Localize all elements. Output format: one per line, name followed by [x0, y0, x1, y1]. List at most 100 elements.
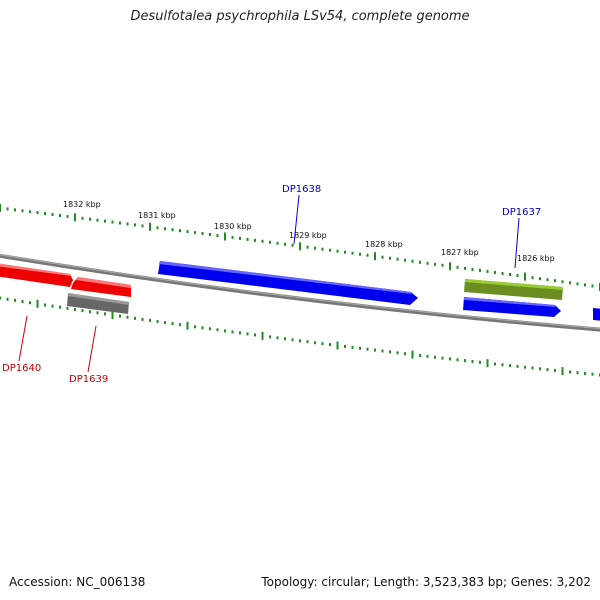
tick-mark	[411, 259, 414, 263]
accession-text: Accession: NC_006138	[9, 575, 146, 589]
tick-mark	[546, 278, 549, 282]
tick-mark	[171, 228, 174, 232]
tick-mark	[591, 372, 594, 376]
tick-mark	[494, 362, 496, 366]
tick-mark	[396, 257, 399, 261]
tick-mark	[396, 351, 399, 355]
tick-mark	[321, 247, 324, 251]
tick-mark	[464, 359, 466, 363]
tick-mark	[389, 350, 391, 354]
tick-mark	[366, 253, 369, 257]
tick-mark	[134, 316, 136, 320]
gene-DP1640[interactable]	[0, 263, 73, 287]
tick-mark	[569, 370, 571, 374]
tick-mark	[111, 311, 114, 319]
tick-mark	[344, 250, 346, 254]
tick-label-1828: 1828 kbp	[365, 240, 403, 249]
tick-mark	[141, 317, 144, 321]
tick-mark	[291, 338, 294, 342]
gene-label-DP1637[interactable]: DP1637	[502, 207, 541, 218]
gene-DP1639-upper[interactable]	[71, 277, 131, 297]
genome-backbone	[0, 253, 600, 332]
tick-mark	[314, 246, 316, 250]
tick-mark	[374, 252, 376, 261]
tick-mark	[104, 219, 106, 223]
tick-mark	[441, 263, 444, 267]
tick-mark	[81, 309, 84, 313]
tick-label-1830: 1830 kbp	[214, 222, 252, 231]
gene-label-DP1639[interactable]: DP1639	[69, 374, 108, 385]
tick-mark	[404, 258, 406, 262]
tick-mark	[576, 282, 579, 286]
tick-mark	[434, 355, 436, 359]
tick-mark	[321, 342, 324, 346]
tick-mark	[149, 222, 151, 231]
tick-mark	[539, 367, 541, 371]
tick-mark	[584, 283, 586, 287]
tick-mark	[336, 249, 339, 253]
tick-mark	[336, 341, 339, 350]
tick-mark	[269, 240, 271, 244]
tick-mark	[501, 272, 504, 275]
tick-mark	[441, 356, 444, 360]
gene-DP1637[interactable]	[464, 279, 563, 300]
tick-mark	[0, 204, 1, 212]
tick-mark	[59, 214, 61, 217]
tick-mark	[96, 218, 99, 222]
tick-label-1831: 1831 kbp	[138, 211, 176, 220]
tick-mark	[426, 261, 429, 265]
tick-mark	[29, 301, 31, 305]
tick-mark	[561, 280, 564, 284]
gene-label-DP1640[interactable]: DP1640	[2, 363, 41, 374]
tick-mark	[21, 209, 24, 213]
tick-mark	[471, 267, 474, 271]
tick-mark	[89, 310, 91, 314]
tick-mark	[254, 333, 256, 337]
tick-mark	[381, 349, 384, 353]
tick-mark	[66, 306, 69, 310]
gene-DP1639[interactable]	[67, 293, 129, 314]
tick-mark	[224, 329, 226, 333]
tick-mark	[291, 243, 294, 247]
tick-mark	[111, 220, 114, 224]
tick-label-1829: 1829 kbp	[289, 231, 327, 240]
tick-mark	[66, 214, 69, 218]
tick-mark	[216, 328, 219, 332]
tick-mark	[479, 268, 481, 272]
tick-mark	[224, 232, 226, 241]
map-title: Desulfotalea psychrophila LSv54, complet…	[130, 9, 470, 24]
tick-mark	[126, 315, 129, 319]
tick-mark	[44, 212, 46, 216]
tick-mark	[404, 352, 406, 356]
tick-mark	[464, 266, 466, 270]
gene-label-DP1638[interactable]: DP1638	[282, 184, 321, 195]
tick-mark	[246, 332, 249, 336]
tick-label-1826: 1826 kbp	[517, 254, 555, 263]
tick-mark	[36, 211, 39, 215]
gene-blue-edge[interactable]	[593, 308, 600, 321]
tick-mark	[351, 251, 354, 255]
tick-mark	[306, 340, 309, 344]
tick-mark	[531, 276, 534, 280]
tick-mark	[554, 279, 556, 283]
tick-mark	[561, 367, 564, 376]
tick-mark	[456, 265, 459, 269]
tick-mark	[186, 321, 189, 330]
tick-mark	[141, 224, 144, 228]
tick-mark	[494, 271, 496, 274]
gene-blue-small[interactable]	[463, 297, 561, 317]
tick-mark	[81, 216, 84, 220]
tick-mark	[164, 227, 166, 231]
tick-mark	[209, 327, 211, 331]
tick-mark	[186, 230, 189, 234]
tick-mark	[284, 337, 286, 341]
gene-DP1638[interactable]	[158, 261, 418, 305]
tick-mark	[524, 272, 526, 281]
tick-mark	[419, 260, 421, 264]
tick-mark	[51, 304, 54, 308]
tick-mark	[584, 372, 586, 375]
tick-mark	[74, 308, 76, 311]
tick-mark	[426, 354, 429, 358]
tick-mark	[201, 232, 204, 235]
tick-label-1827: 1827 kbp	[441, 248, 479, 257]
